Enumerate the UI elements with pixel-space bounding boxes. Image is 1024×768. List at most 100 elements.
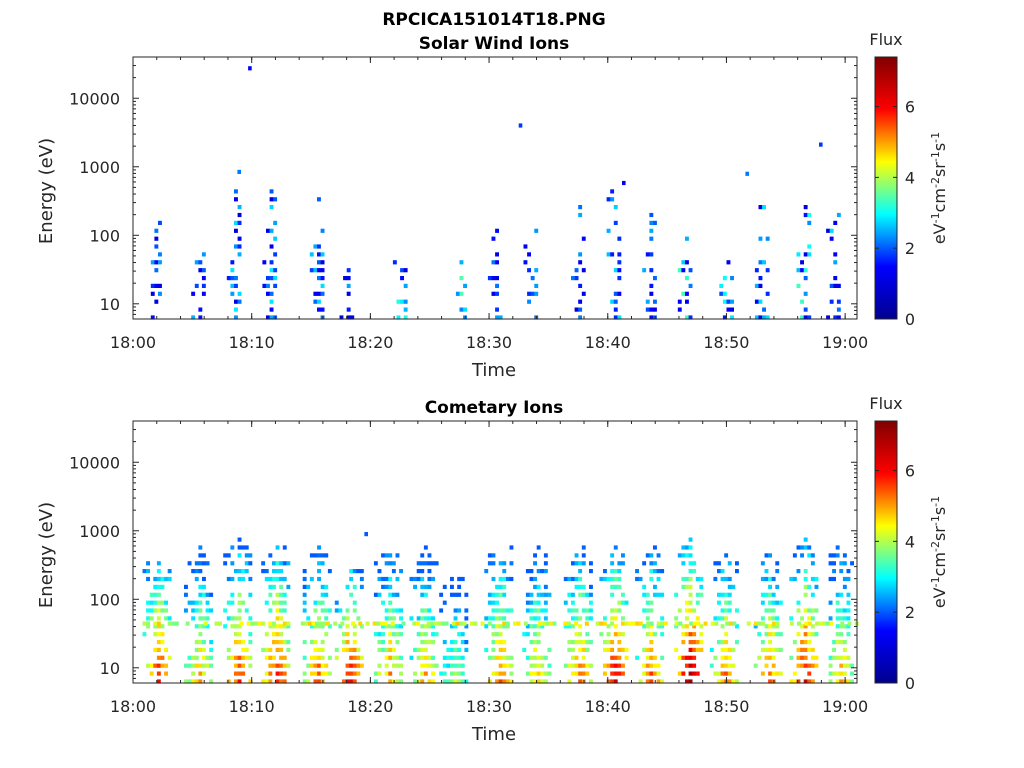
cm-cell bbox=[835, 553, 840, 558]
cm-cell bbox=[226, 655, 231, 660]
cm-cell bbox=[413, 679, 417, 684]
cm-cell bbox=[724, 616, 729, 621]
cm-cell bbox=[205, 600, 210, 605]
cm-cell bbox=[317, 600, 321, 605]
cm-cell bbox=[446, 679, 451, 684]
sw-burst bbox=[754, 205, 770, 320]
cm-cell bbox=[768, 576, 772, 582]
cm-cell bbox=[502, 576, 507, 582]
cm-cell bbox=[649, 624, 654, 629]
sw-burst bbox=[642, 212, 657, 320]
cm-cell bbox=[388, 624, 393, 629]
sw-cell bbox=[262, 283, 267, 288]
cm-cell bbox=[146, 600, 150, 605]
cm-cell bbox=[302, 608, 307, 613]
cm-cell bbox=[771, 600, 776, 605]
cm-cell bbox=[574, 553, 579, 558]
cm-band-cell bbox=[646, 621, 650, 626]
sw-cell bbox=[754, 315, 759, 320]
sw-xtick-label: 18:50 bbox=[703, 333, 749, 352]
cm-cell bbox=[388, 553, 393, 558]
cm-cell bbox=[327, 671, 332, 676]
cm-cell bbox=[442, 640, 447, 645]
cm-band-cell bbox=[286, 621, 291, 626]
sw-cell bbox=[269, 197, 274, 202]
cm-cell bbox=[842, 616, 847, 621]
cm-cell bbox=[807, 545, 812, 550]
cm-cell bbox=[498, 576, 503, 582]
sw-cell bbox=[269, 268, 274, 273]
sw-cell bbox=[320, 252, 325, 257]
cm-cell bbox=[187, 663, 192, 668]
cm-band-cell bbox=[218, 621, 222, 626]
cm-cell bbox=[244, 561, 249, 566]
cm-cell bbox=[800, 616, 804, 621]
cm-cell bbox=[275, 679, 280, 684]
cm-cell bbox=[237, 624, 242, 629]
sw-cell bbox=[459, 291, 464, 296]
sw-burst bbox=[523, 228, 539, 320]
cm-cell bbox=[814, 584, 819, 589]
sw-cell bbox=[754, 283, 759, 288]
cm-cell bbox=[768, 553, 772, 558]
sw-cell bbox=[154, 228, 159, 233]
sw-cell bbox=[613, 220, 618, 225]
cm-cell bbox=[621, 600, 625, 605]
cm-cell bbox=[768, 592, 772, 597]
cm-cell bbox=[381, 600, 385, 605]
sw-cell bbox=[803, 307, 808, 312]
cm-cell bbox=[589, 616, 593, 621]
cm-cell bbox=[264, 632, 269, 637]
cm-cell bbox=[724, 592, 729, 597]
cm-cell bbox=[792, 553, 797, 558]
cm-cell bbox=[563, 576, 568, 582]
cm-cell bbox=[540, 569, 545, 574]
cm-cell bbox=[800, 655, 804, 660]
cm-cell bbox=[727, 655, 732, 660]
sw-outlier bbox=[745, 171, 749, 176]
cm-cell bbox=[457, 592, 462, 597]
sw-cell bbox=[317, 197, 321, 202]
cm-cell bbox=[543, 616, 548, 621]
sw-cell bbox=[234, 189, 238, 194]
cm-cell bbox=[416, 632, 421, 637]
cm-cell bbox=[205, 592, 210, 597]
cm-cell bbox=[191, 600, 196, 605]
cm-cell bbox=[395, 632, 400, 637]
cm-cell bbox=[846, 655, 851, 660]
cm-cell bbox=[464, 608, 469, 613]
cm-cell bbox=[803, 655, 808, 660]
cm-cell bbox=[164, 600, 168, 605]
cm-colorbar-label: eV-1cm-2sr-1s-1 bbox=[929, 496, 950, 608]
sw-cell bbox=[833, 276, 838, 281]
cm-cell bbox=[846, 592, 851, 597]
cm-burst bbox=[223, 537, 253, 684]
sw-cell bbox=[150, 260, 155, 265]
sw-cell bbox=[266, 283, 270, 288]
cm-burst bbox=[599, 545, 629, 684]
cm-cell bbox=[237, 576, 242, 582]
cm-burst bbox=[334, 569, 364, 684]
sw-cell bbox=[722, 276, 727, 281]
sw-cell bbox=[606, 252, 611, 257]
cm-cell bbox=[194, 647, 199, 652]
cm-cell bbox=[603, 640, 607, 645]
sw-cell bbox=[833, 315, 838, 320]
cm-cell bbox=[775, 647, 780, 652]
cm-cell bbox=[685, 632, 689, 637]
sw-cell bbox=[491, 276, 496, 281]
cm-cell bbox=[153, 584, 158, 589]
cm-cell bbox=[525, 592, 530, 597]
sw-cell bbox=[495, 276, 499, 281]
cm-cell bbox=[699, 592, 704, 597]
cm-cell bbox=[803, 545, 808, 550]
sw-cell bbox=[765, 315, 770, 320]
cm-cell bbox=[457, 608, 462, 613]
cm-cell bbox=[567, 647, 572, 652]
cm-cell bbox=[194, 608, 199, 613]
cm-cell bbox=[727, 679, 732, 684]
cm-cell bbox=[709, 647, 714, 652]
sw-cell bbox=[317, 291, 321, 296]
cm-cell bbox=[610, 553, 615, 558]
cm-cell bbox=[842, 553, 847, 558]
